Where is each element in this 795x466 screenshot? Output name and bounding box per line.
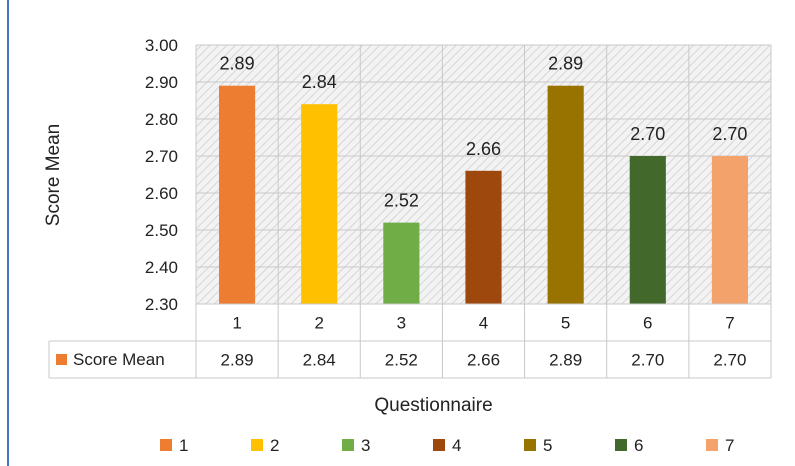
- table-value-cell: 2.52: [385, 351, 418, 370]
- legend-label: 1: [179, 436, 188, 455]
- bar: [301, 104, 338, 304]
- x-tick-label: 3: [397, 314, 406, 333]
- y-tick-label: 2.30: [145, 295, 178, 314]
- x-tick-label: 6: [643, 314, 652, 333]
- x-tick-label: 5: [561, 314, 570, 333]
- bar: [547, 85, 584, 304]
- table-value-cell: 2.70: [713, 351, 746, 370]
- data-label: 2.70: [630, 124, 665, 144]
- page-left-border: [7, 0, 9, 466]
- data-label: 2.66: [466, 139, 501, 159]
- table-value-cell: 2.84: [303, 351, 336, 370]
- bar: [629, 156, 666, 304]
- table-value-cell: 2.89: [221, 351, 254, 370]
- y-tick-label: 3.00: [145, 36, 178, 55]
- legend-swatch: [706, 439, 718, 451]
- x-tick-label: 7: [725, 314, 734, 333]
- y-axis-title: Score Mean: [43, 124, 64, 226]
- bar: [465, 170, 502, 304]
- legend-label: 4: [452, 436, 461, 455]
- y-tick-label: 2.40: [145, 258, 178, 277]
- data-label: 2.89: [220, 54, 255, 74]
- x-tick-label: 4: [479, 314, 488, 333]
- table-value-cell: 2.70: [631, 351, 664, 370]
- legend-swatch: [524, 439, 536, 451]
- legend-swatch: [160, 439, 172, 451]
- y-tick-label: 2.50: [145, 221, 178, 240]
- y-tick-label: 2.90: [145, 73, 178, 92]
- legend-label: 6: [634, 436, 643, 455]
- x-axis-title: Questionnaire: [374, 395, 492, 416]
- table-value-cell: 2.66: [467, 351, 500, 370]
- data-label: 2.89: [548, 54, 583, 74]
- data-label: 2.84: [302, 72, 337, 92]
- data-label: 2.52: [384, 191, 419, 211]
- legend: 1 2 3 4 5 6 7: [160, 436, 734, 455]
- bar: [711, 156, 748, 304]
- x-tick-label: 1: [232, 314, 241, 333]
- y-tick-label: 2.80: [145, 110, 178, 129]
- legend-label: 7: [725, 436, 734, 455]
- table-value-cell: 2.89: [549, 351, 582, 370]
- data-label: 2.70: [712, 124, 747, 144]
- y-tick-label: 2.70: [145, 147, 178, 166]
- legend-swatch: [433, 439, 445, 451]
- bar: [383, 222, 420, 304]
- x-tick-label: 2: [314, 314, 323, 333]
- legend-swatch: [342, 439, 354, 451]
- legend-label: 2: [270, 436, 279, 455]
- table-series-key: [56, 354, 67, 365]
- legend-swatch: [615, 439, 627, 451]
- y-tick-label: 2.60: [145, 184, 178, 203]
- legend-label: 3: [361, 436, 370, 455]
- bar: [219, 85, 256, 304]
- legend-swatch: [251, 439, 263, 451]
- table-series-name: Score Mean: [73, 350, 165, 369]
- legend-label: 5: [543, 436, 552, 455]
